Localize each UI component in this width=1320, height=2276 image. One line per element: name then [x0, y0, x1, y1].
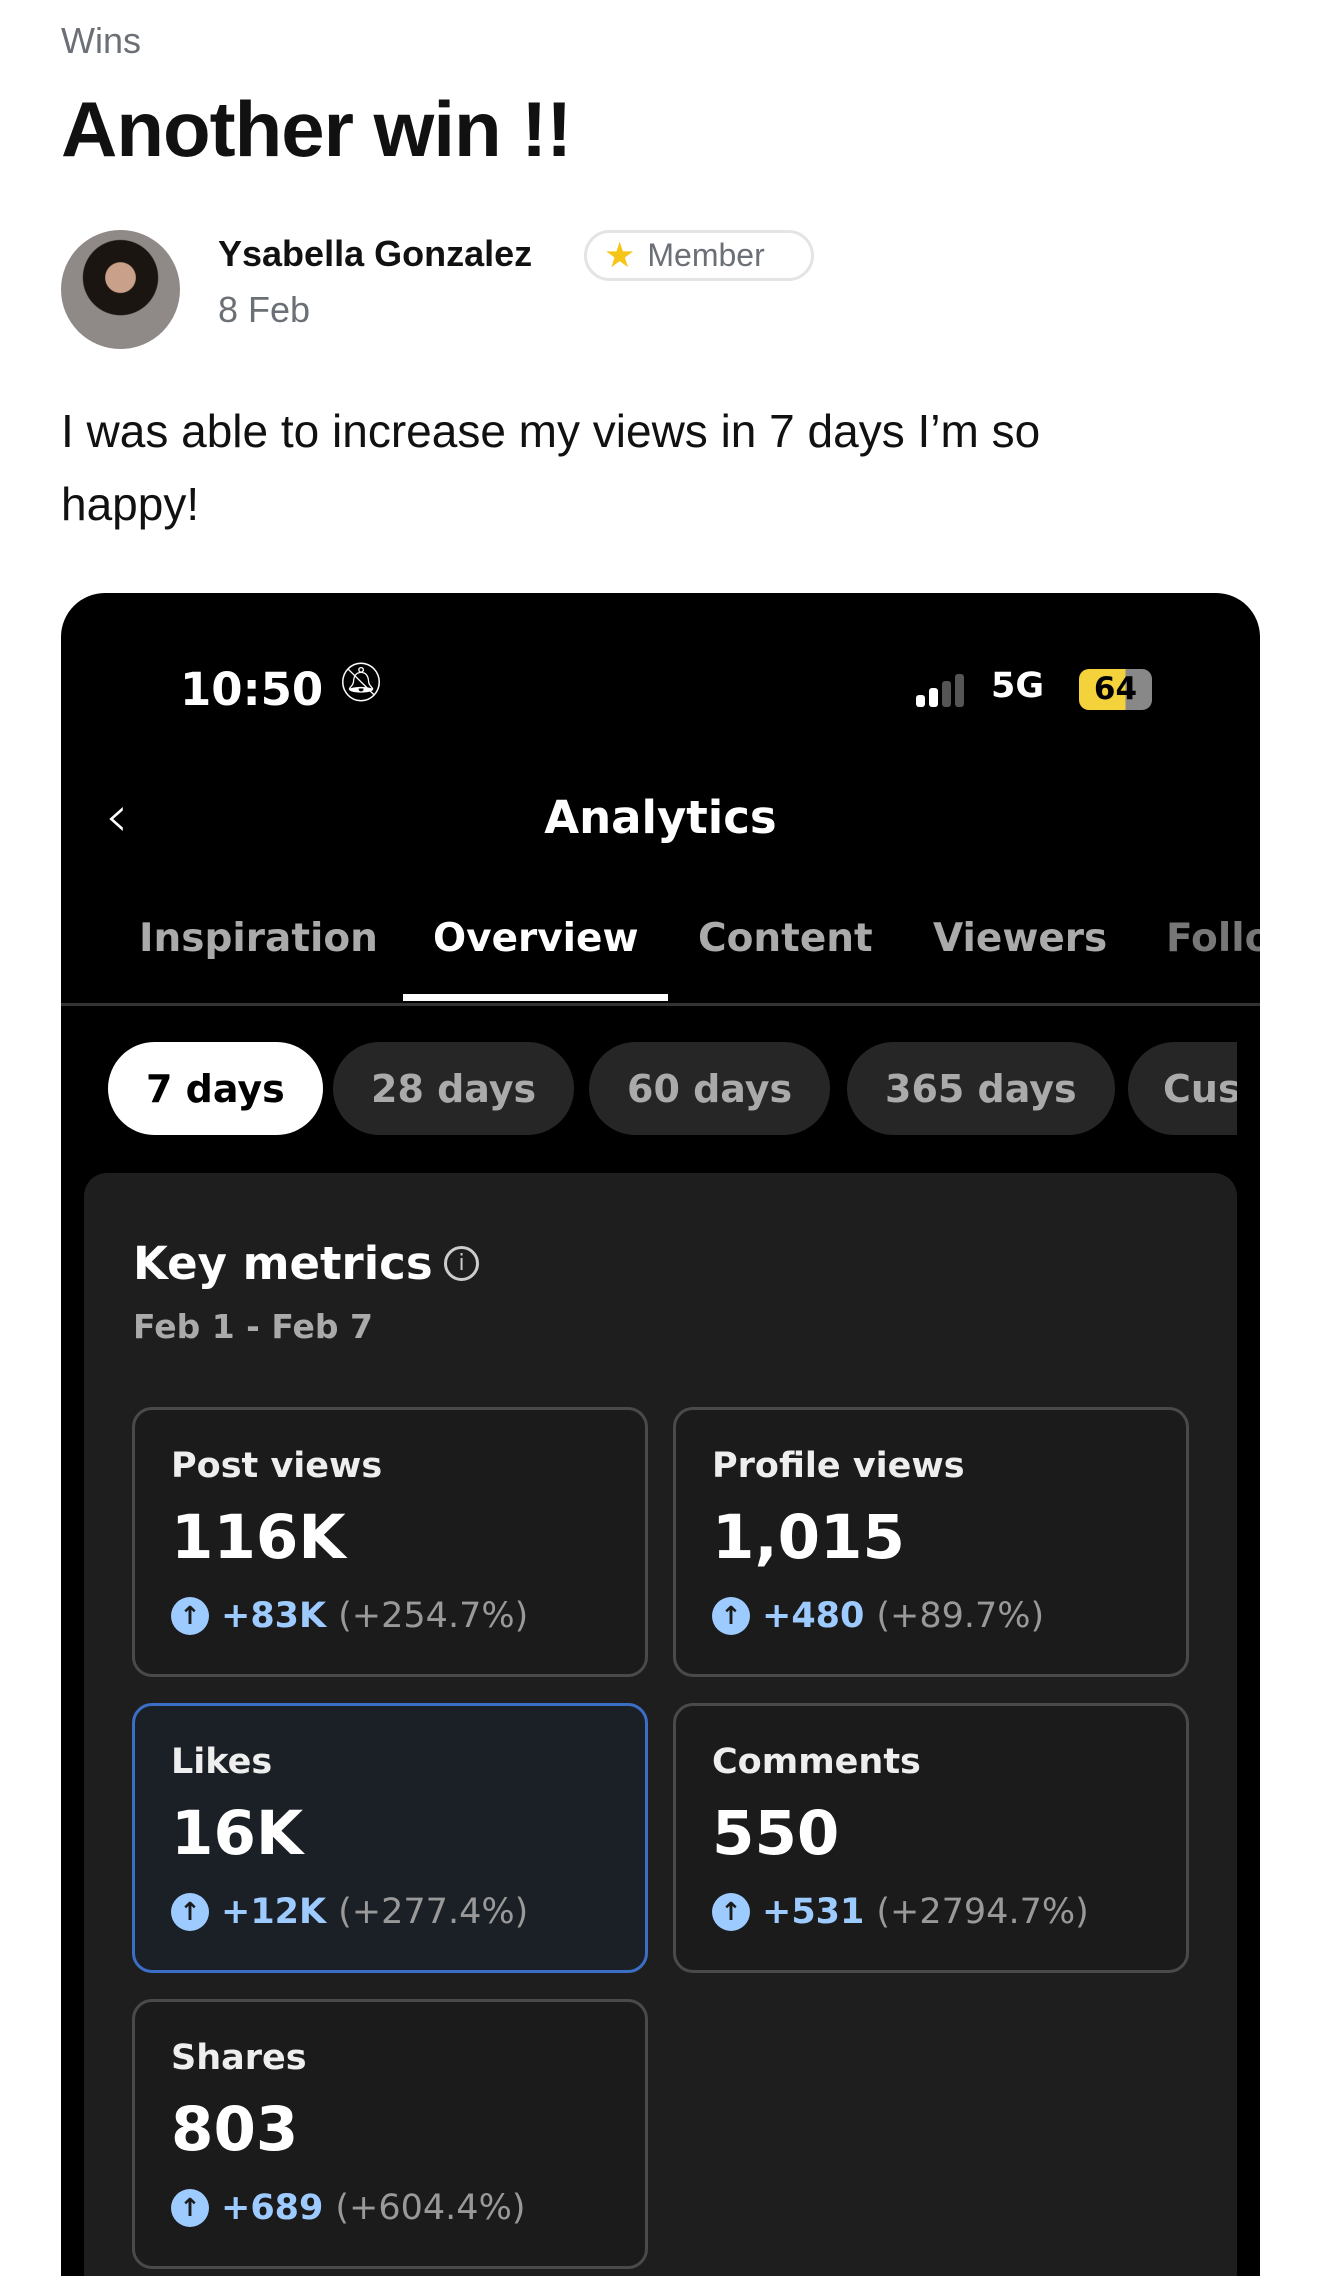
metric-percent: (+277.4%) — [338, 1892, 529, 1932]
bell-slash-icon: 🔕︎ — [337, 660, 386, 704]
battery-icon: 64 — [1079, 669, 1152, 710]
metric-card: Shares 803 ↑ +689 (+604.4%) — [132, 1999, 648, 2269]
screen-title: Analytics — [544, 791, 777, 844]
metric-delta: +689 — [221, 2188, 324, 2228]
post-body: I was able to increase my views in 7 day… — [61, 405, 1041, 530]
range-365-days: 365 days — [847, 1042, 1115, 1135]
tab-followers: Follo — [1166, 916, 1260, 961]
metric-label: Comments — [712, 1742, 921, 1782]
arrow-up-icon: ↑ — [171, 2189, 209, 2227]
metric-card: Likes 16K ↑ +12K (+277.4%) — [132, 1703, 648, 1973]
arrow-up-icon: ↑ — [712, 1597, 750, 1635]
metric-delta: +83K — [221, 1596, 327, 1636]
date-range: Feb 1 - Feb 7 — [133, 1307, 373, 1346]
metric-delta: +12K — [221, 1892, 327, 1932]
metric-percent: (+89.7%) — [876, 1596, 1045, 1636]
metric-change: ↑ +480 (+89.7%) — [712, 1596, 1044, 1636]
attached-screenshot[interactable]: 10:50 🔕︎ 5G 64 ‹ Analytics Inspiration O… — [61, 593, 1260, 2276]
metric-change: ↑ +12K (+277.4%) — [171, 1892, 528, 1932]
active-tab-indicator — [403, 994, 668, 1001]
metric-value: 803 — [171, 2094, 299, 2165]
back-chevron-icon: ‹ — [105, 782, 129, 850]
metric-label: Post views — [171, 1446, 383, 1486]
key-metrics-title: Key metrics — [133, 1237, 433, 1290]
post-date: 8 Feb — [218, 289, 311, 330]
metric-delta: +531 — [762, 1892, 865, 1932]
post-title: Another win !! — [61, 85, 572, 173]
arrow-up-icon: ↑ — [171, 1597, 209, 1635]
badge-label: Member — [647, 237, 765, 273]
metric-change: ↑ +83K (+254.7%) — [171, 1596, 528, 1636]
metric-value: 550 — [712, 1798, 840, 1869]
info-icon: i — [444, 1246, 479, 1281]
tab-inspiration: Inspiration — [139, 916, 378, 961]
network-label: 5G — [991, 666, 1045, 706]
metric-value: 16K — [171, 1798, 304, 1869]
metric-percent: (+604.4%) — [335, 2188, 526, 2228]
key-metrics-panel: Key metrics i Feb 1 - Feb 7 Post views 1… — [84, 1173, 1237, 2276]
range-custom: Cus — [1128, 1042, 1237, 1135]
range-28-days: 28 days — [333, 1042, 575, 1135]
avatar[interactable] — [61, 230, 180, 349]
metric-delta: +480 — [762, 1596, 865, 1636]
metric-change: ↑ +689 (+604.4%) — [171, 2188, 525, 2228]
metric-card: Comments 550 ↑ +531 (+2794.7%) — [673, 1703, 1189, 1973]
tab-bar: Inspiration Overview Content Viewers Fol… — [61, 916, 1260, 1006]
signal-icon — [916, 674, 964, 707]
tab-overview: Overview — [433, 916, 639, 961]
arrow-up-icon: ↑ — [171, 1893, 209, 1931]
arrow-up-icon: ↑ — [712, 1893, 750, 1931]
metric-label: Shares — [171, 2038, 307, 2078]
status-time: 10:50 — [180, 663, 324, 716]
metric-label: Profile views — [712, 1446, 965, 1486]
metric-change: ↑ +531 (+2794.7%) — [712, 1892, 1089, 1932]
range-7-days: 7 days — [108, 1042, 323, 1135]
star-icon: ★ — [604, 235, 636, 275]
metric-card: Profile views 1,015 ↑ +480 (+89.7%) — [673, 1407, 1189, 1677]
member-badge: ★ Member — [584, 230, 814, 281]
tab-viewers: Viewers — [933, 916, 1108, 961]
metric-card: Post views 116K ↑ +83K (+254.7%) — [132, 1407, 648, 1677]
metric-percent: (+254.7%) — [338, 1596, 529, 1636]
metric-label: Likes — [171, 1742, 273, 1782]
metric-percent: (+2794.7%) — [876, 1892, 1089, 1932]
metric-value: 1,015 — [712, 1502, 905, 1573]
post-category[interactable]: Wins — [61, 20, 141, 61]
metric-value: 116K — [171, 1502, 346, 1573]
author-name[interactable]: Ysabella Gonzalez — [218, 233, 533, 274]
range-60-days: 60 days — [589, 1042, 831, 1135]
tab-content: Content — [698, 916, 873, 961]
